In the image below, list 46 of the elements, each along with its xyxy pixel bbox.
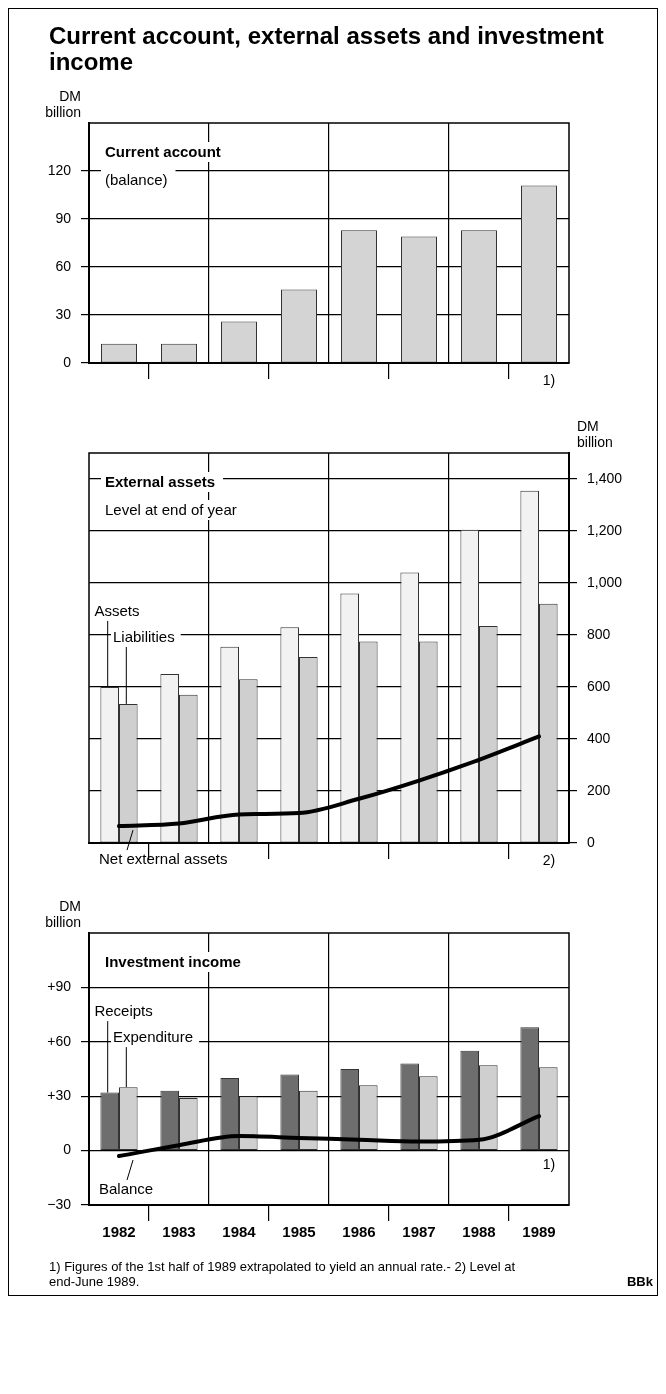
y-tick-label: +60: [47, 1032, 72, 1049]
y-tick-label: −30: [47, 1195, 72, 1212]
text: Current account: [105, 143, 221, 160]
chart-title: Current account, external assets and investment income: [49, 22, 605, 75]
text: 1) Figures of the 1st half of 1989 extrapolated to yield an annual rate.- 2) Level at end-June 1989.: [49, 1259, 517, 1289]
y2-tick-label: 1,400: [587, 469, 623, 486]
y2-axis-title: DM billion: [577, 418, 613, 450]
y-tick-label: +90: [47, 978, 72, 995]
text: Receipts: [94, 1002, 153, 1020]
text: 2): [542, 852, 556, 868]
y-tick-label: 60: [55, 257, 72, 274]
text: Assets: [94, 602, 140, 619]
text: 1): [542, 372, 556, 388]
x-tick-label: 1988: [462, 1223, 496, 1241]
x-tick-label: 1983: [162, 1223, 196, 1241]
legend-label: Net external assets: [99, 850, 228, 868]
y-tick-label: 90: [55, 209, 72, 226]
y-axis-title: DM billion: [45, 88, 81, 120]
text: BBk: [626, 1274, 653, 1289]
y2-tick-label: 0: [587, 833, 595, 850]
text: Liabilities: [113, 628, 175, 645]
text: Level at end of year: [105, 501, 237, 518]
y-axis-title: DM billion: [45, 898, 81, 930]
x-tick-label: 1985: [282, 1223, 316, 1241]
y2-tick-label: 800: [587, 625, 611, 642]
y-tick-label: 30: [55, 305, 72, 322]
y2-tick-label: 1,200: [587, 521, 623, 538]
y-tick-label: +30: [47, 1087, 72, 1104]
legend-label: Balance: [99, 1180, 154, 1198]
x-tick-label: 1987: [402, 1223, 436, 1241]
x-tick-label: 1986: [342, 1223, 376, 1241]
x-tick-label: 1984: [222, 1223, 257, 1241]
annotation: 1): [542, 1156, 556, 1172]
y2-tick-label: 1,000: [587, 573, 623, 590]
y2-tick-label: 200: [587, 781, 611, 798]
y-tick-label: 0: [63, 353, 72, 370]
y-tick-label: 120: [47, 161, 72, 178]
y2-tick-label: 400: [587, 729, 611, 746]
x-tick-label: 1989: [522, 1223, 556, 1241]
x-tick-label: 1982: [102, 1223, 136, 1241]
text: External assets: [105, 473, 216, 490]
text: Expenditure: [113, 1028, 194, 1046]
annotation: (balance): [105, 171, 168, 188]
text: Investment income: [105, 953, 241, 970]
y2-tick-label: 600: [587, 677, 611, 694]
y-tick-label: 0: [63, 1141, 72, 1158]
